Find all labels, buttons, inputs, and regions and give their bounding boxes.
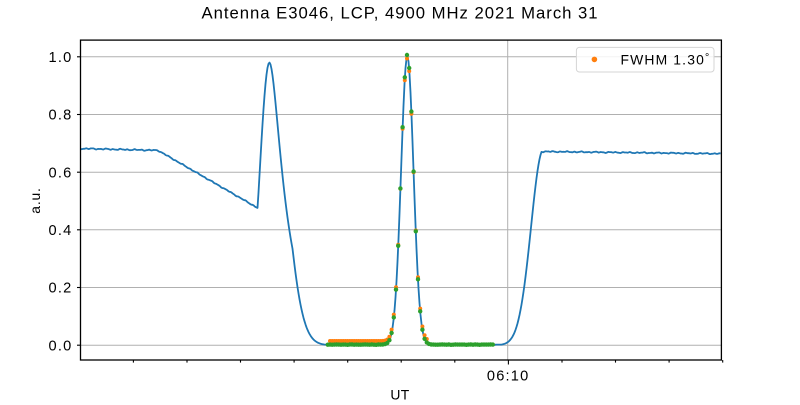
svg-text:UT: UT <box>390 387 409 401</box>
svg-text:0.4: 0.4 <box>48 223 72 239</box>
svg-text:06:10: 06:10 <box>487 369 530 385</box>
svg-text:0.6: 0.6 <box>48 165 72 181</box>
svg-text:0.0: 0.0 <box>48 338 72 354</box>
svg-text:Antenna E3046, LCP, 4900 MHz 2: Antenna E3046, LCP, 4900 MHz 2021 March … <box>201 4 598 23</box>
svg-text:0.2: 0.2 <box>48 281 72 297</box>
svg-text:FWHM 1.30°: FWHM 1.30° <box>621 51 711 67</box>
svg-text:a.u.: a.u. <box>27 187 43 213</box>
svg-text:0.8: 0.8 <box>48 108 72 124</box>
svg-text:1.0: 1.0 <box>48 50 72 66</box>
